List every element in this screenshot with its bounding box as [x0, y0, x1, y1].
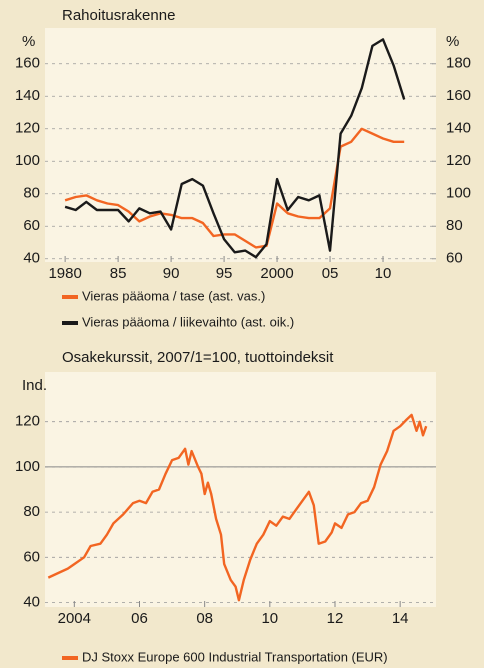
x-tick-label: 10	[375, 265, 392, 282]
y-tick-label: 120	[15, 413, 40, 430]
legend-label: Vieras pääoma / tase (ast. vas.)	[82, 288, 265, 303]
y2-tick-label: 160	[446, 87, 471, 104]
y2-tick-label: 60	[446, 250, 463, 267]
chart-title: Rahoitusrakenne	[62, 7, 175, 24]
y2-axis-label: %	[446, 33, 459, 50]
y-tick-label: 140	[15, 87, 40, 104]
y-tick-label: 60	[23, 548, 40, 565]
y-tick-label: 80	[23, 185, 40, 202]
y2-tick-label: 180	[446, 55, 471, 72]
x-tick-label: 2000	[260, 265, 293, 282]
series-line	[47, 413, 428, 602]
y2-tick-label: 100	[446, 185, 471, 202]
legend-label: DJ Stoxx Europe 600 Industrial Transport…	[82, 649, 388, 664]
x-tick-label: 08	[196, 610, 213, 627]
y-axis-label: Ind.	[22, 377, 47, 394]
y-tick-label: 120	[15, 120, 40, 137]
y2-tick-label: 120	[446, 152, 471, 169]
y-axis-label: %	[22, 33, 35, 50]
x-tick-label: 2004	[58, 610, 91, 627]
x-tick-label: 90	[163, 265, 180, 282]
y2-tick-label: 140	[446, 120, 471, 137]
y-tick-label: 80	[23, 503, 40, 520]
chart-title: Osakekurssit, 2007/1=100, tuottoindeksit	[62, 349, 334, 366]
x-tick-label: 10	[261, 610, 278, 627]
series-line	[64, 38, 406, 259]
legend-label: Vieras pääoma / liikevaihto (ast. oik.)	[82, 314, 294, 329]
series-line	[64, 127, 405, 249]
y-tick-label: 40	[23, 250, 40, 267]
y-tick-label: 160	[15, 55, 40, 72]
x-tick-label: 06	[131, 610, 148, 627]
y2-tick-label: 80	[446, 217, 463, 234]
x-tick-label: 14	[392, 610, 409, 627]
x-tick-label: 95	[216, 265, 233, 282]
y-tick-label: 40	[23, 593, 40, 610]
x-tick-label: 05	[322, 265, 339, 282]
x-tick-label: 85	[110, 265, 127, 282]
y-tick-label: 60	[23, 217, 40, 234]
plot-area	[45, 372, 436, 607]
x-tick-label: 12	[327, 610, 344, 627]
plot-area	[45, 28, 436, 262]
y-tick-label: 100	[15, 458, 40, 475]
y-tick-label: 100	[15, 152, 40, 169]
x-tick-label: 1980	[48, 265, 81, 282]
